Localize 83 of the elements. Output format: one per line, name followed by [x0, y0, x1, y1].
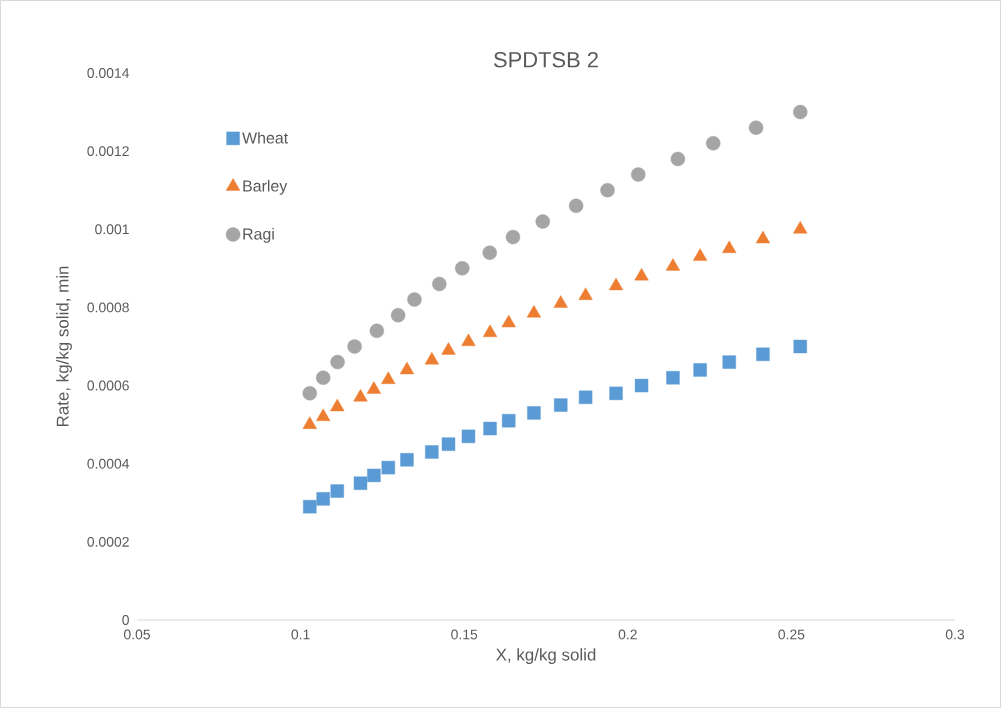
point	[390, 308, 406, 323]
point	[609, 386, 623, 401]
point	[631, 167, 646, 182]
point	[634, 378, 649, 393]
y-axis-title: Rate, kg/kg solid, min	[56, 266, 72, 427]
x-tick-label: 0.25	[778, 629, 805, 640]
point	[381, 460, 395, 475]
point	[400, 453, 414, 467]
point	[441, 437, 456, 451]
point	[692, 248, 708, 261]
point	[535, 214, 550, 229]
point	[399, 361, 415, 375]
point	[553, 295, 568, 308]
point	[527, 406, 541, 420]
point	[432, 276, 447, 292]
point	[353, 476, 368, 490]
point	[608, 277, 624, 291]
point	[482, 245, 497, 260]
point	[665, 258, 681, 271]
y-tick-label: 0	[122, 615, 129, 625]
point	[302, 416, 317, 429]
point	[315, 370, 331, 385]
point	[793, 104, 808, 120]
point	[554, 398, 568, 412]
point	[369, 323, 385, 339]
point	[793, 221, 808, 234]
point	[722, 355, 736, 369]
x-tick-label: 0.2	[618, 629, 637, 640]
point	[482, 324, 498, 338]
point	[407, 292, 422, 307]
point	[755, 230, 771, 244]
point	[502, 414, 516, 428]
y-tick-label: 0.001	[95, 224, 129, 235]
x-tick-label: 0.15	[451, 629, 478, 640]
y-tick-label: 0.0008	[87, 302, 129, 313]
point	[501, 314, 516, 328]
point	[722, 240, 737, 254]
point	[483, 421, 497, 436]
y-tick-label: 0.0002	[87, 536, 129, 547]
legend-label: Barley	[243, 179, 288, 195]
point	[600, 183, 615, 198]
point	[578, 390, 593, 404]
point	[330, 354, 345, 370]
point	[316, 492, 330, 506]
point	[634, 267, 649, 281]
point	[578, 287, 593, 300]
y-tick-label: 0.0012	[87, 146, 129, 157]
point	[793, 339, 807, 354]
point	[367, 468, 381, 483]
point	[330, 484, 344, 498]
point	[366, 381, 382, 394]
y-tick-label: 0.0014	[87, 68, 130, 78]
chart-title: SPDTSB 2	[494, 51, 598, 68]
point	[706, 136, 721, 151]
point	[303, 499, 317, 514]
point	[461, 429, 476, 444]
point	[425, 445, 439, 459]
point	[461, 333, 476, 346]
x-axis-title: X, kg/kg solid	[496, 648, 596, 665]
point	[302, 386, 317, 401]
point	[455, 261, 470, 276]
y-tick-label: 0.0004	[87, 458, 130, 469]
point	[330, 398, 345, 412]
point	[347, 339, 362, 354]
point	[316, 408, 331, 422]
x-tick-label: 0.05	[123, 629, 150, 640]
point	[756, 347, 770, 361]
point	[381, 371, 396, 384]
point	[424, 351, 439, 365]
point	[666, 371, 680, 385]
legend-label: Wheat	[242, 131, 289, 144]
point	[353, 389, 368, 402]
point	[505, 229, 521, 245]
point	[441, 342, 456, 355]
x-tick-label: 0.3	[945, 629, 965, 640]
x-tick-label: 0.1	[291, 629, 310, 640]
point	[526, 305, 542, 318]
point	[568, 198, 584, 214]
legend-label: Ragi	[243, 227, 274, 243]
y-tick-label: 0.0006	[87, 380, 129, 391]
point	[670, 151, 686, 167]
point	[748, 120, 764, 135]
point	[693, 363, 707, 377]
